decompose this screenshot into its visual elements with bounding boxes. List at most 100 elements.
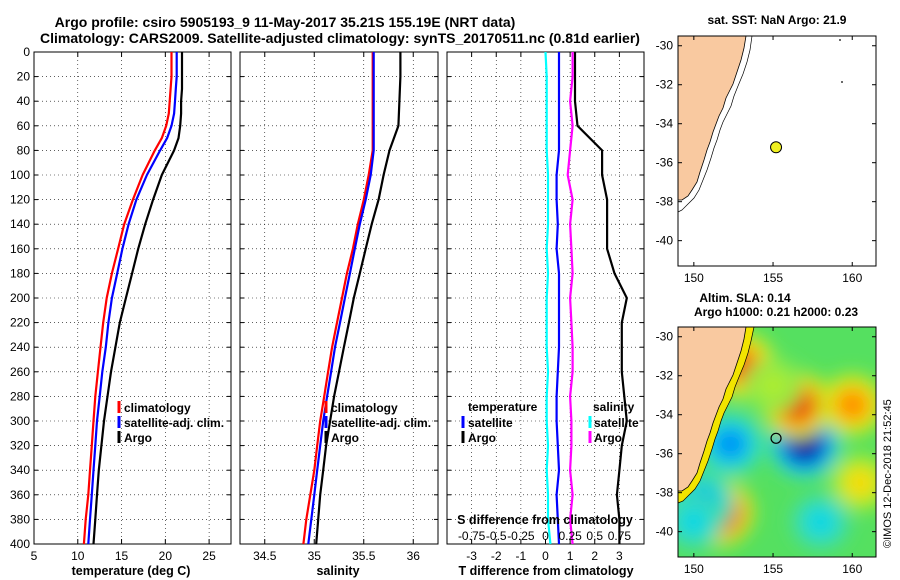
legend-climatology-label: climatology [124,401,191,415]
legend-climatology-label: climatology [331,401,398,415]
imos-credit: ©IMOS 12-Dec-2018 21:52:45 [882,399,894,548]
sla-map-title-line1: Altim. SLA: 0.14 [699,291,791,305]
s-tick-label: -0.25 [507,529,535,543]
legend-s-satellite-label: satellite [594,416,639,430]
salinity-panel: 34.5 35 35.5 36 climatology satellite-adj. … [239,51,439,578]
x-tick-label: 10 [71,549,85,563]
series-line-satellite-adj-clim- [307,52,375,545]
y-tick-label: 340 [10,463,30,477]
x-tick-label: -2 [491,549,502,563]
sla-eddy-contour [678,506,711,538]
y-tick-label: 240 [10,340,30,354]
map-x-tick-label: 150 [684,562,704,576]
map-y-tick-label: -38 [656,486,674,500]
series-line-argo [315,52,402,545]
y-tick-label: 400 [10,537,30,551]
y-tick-label: 120 [10,193,30,207]
x-tick-label: -3 [466,549,477,563]
sst-map-frame [677,35,877,267]
y-tick-label: 80 [17,143,31,157]
map-x-tick-label: 150 [684,271,704,285]
sla-eddy-contour [843,467,876,499]
temperature-x-ticks: 5 10 15 20 25 [31,52,216,563]
salinity-gridlines [240,51,438,545]
map-x-tick-label: 160 [842,562,862,576]
y-tick-label: 320 [10,439,30,453]
difference-s-axis-ticks: -0.75 -0.5 -0.25 0 0.25 0.5 0.75 [458,529,631,543]
salinity-x-axis-label: salinity [316,564,359,578]
sst-map-title: sat. SST: NaN Argo: 21.9 [708,13,847,27]
x-tick-label: 0 [542,549,549,563]
map-y-tick-label: -32 [656,369,674,383]
sla-map: Altim. SLA: 0.14 Argo h1000: 0.21 h2000:… [656,291,877,576]
figure-title-line1: Argo profile: csiro 5905193_9 11-May-201… [55,14,516,30]
x-tick-label: 20 [159,549,173,563]
sst-map-shelf-contour [678,36,753,213]
y-tick-label: 20 [17,70,31,84]
legend-argo-label: Argo [331,431,359,445]
sla-map-frame [677,326,877,558]
s-tick-label: -0.5 [486,529,507,543]
y-tick-label: 360 [10,488,30,502]
legend-satellite-label: satellite-adj. clim. [124,416,224,430]
difference-gridlines [447,51,644,545]
sla-map-shelf-contour [678,327,755,504]
y-tick-label: 220 [10,316,30,330]
legend-s-argo-label: Argo [594,431,622,445]
y-tick-label: 180 [10,266,30,280]
y-tick-label: 0 [23,45,30,59]
map-x-tick-label: 160 [842,271,862,285]
sla-argo-location-marker [770,432,782,444]
x-tick-label: 35.5 [352,549,376,563]
map-y-tick-label: -36 [656,156,674,170]
salinity-x-ticks: 34.5 35 35.5 36 [253,52,420,563]
sla-map-ticks: 150 155 160 -30 -32 -34 -36 -38 -40 [656,327,876,576]
sla-map-title-line2: Argo h1000: 0.21 h2000: 0.23 [694,305,858,319]
legend-satellite-label: satellite-adj. clim. [331,416,431,430]
map-y-tick-label: -34 [656,117,674,131]
legend-t-satellite-label: satellite [468,416,513,430]
s-tick-label: 0.25 [558,529,582,543]
map-y-tick-label: -40 [656,525,674,539]
x-tick-label: 25 [202,549,216,563]
s-tick-label: 0 [542,529,549,543]
salinity-series [302,52,402,545]
temperature-y-ticks: 0 20 40 60 80 100 120 140 160 180 200 220 240 260 280 3… [10,45,30,551]
sla-eddy-contour [804,506,837,538]
difference-panel: -3 -2 -1 0 1 2 3 temperature satellite Argo sa… [446,51,645,578]
y-tick-label: 60 [17,119,31,133]
salinity-legend: climatology satellite-adj. clim. Argo [324,401,431,445]
x-tick-label: 3 [616,549,623,563]
temperature-legend: climatology satellite-adj. clim. Argo [117,401,224,445]
temperature-axes-box [33,51,232,545]
map-y-tick-label: -30 [656,39,674,53]
x-tick-label: 1 [567,549,574,563]
map-y-tick-label: -30 [656,330,674,344]
sst-map: sat. SST: NaN Argo: 21.9 150 155 160 -30 -32… [656,13,877,285]
legend-t-argo-label: Argo [468,431,496,445]
temperature-x-axis-label: temperature (deg C) [72,564,191,578]
map-y-tick-label: -40 [656,234,674,248]
y-tick-label: 300 [10,414,30,428]
map-x-tick-label: 155 [763,271,783,285]
difference-axes-box [446,51,645,545]
series-line-argo [92,52,184,545]
difference-s-axis-label: S difference from climatology [457,513,633,527]
x-tick-label: -1 [516,549,527,563]
sst-map-ticks: 150 155 160 -30 -32 -34 -36 -38 -40 [656,36,876,285]
map-y-tick-label: -32 [656,78,674,92]
sst-argo-location-marker [770,141,783,154]
legend-temperature-title: temperature [468,400,538,414]
x-tick-label: 15 [115,549,129,563]
x-tick-label: 5 [31,549,38,563]
difference-t-axis-label: T difference from climatology [458,564,633,578]
map-y-tick-label: -38 [656,195,674,209]
y-tick-label: 100 [10,168,30,182]
y-tick-label: 40 [17,94,31,108]
temperature-gridlines [33,51,231,545]
y-tick-label: 380 [10,512,30,526]
sst-map-dot-a [839,39,841,41]
sla-map-land [678,327,747,492]
sla-eddy-contour [835,389,869,421]
